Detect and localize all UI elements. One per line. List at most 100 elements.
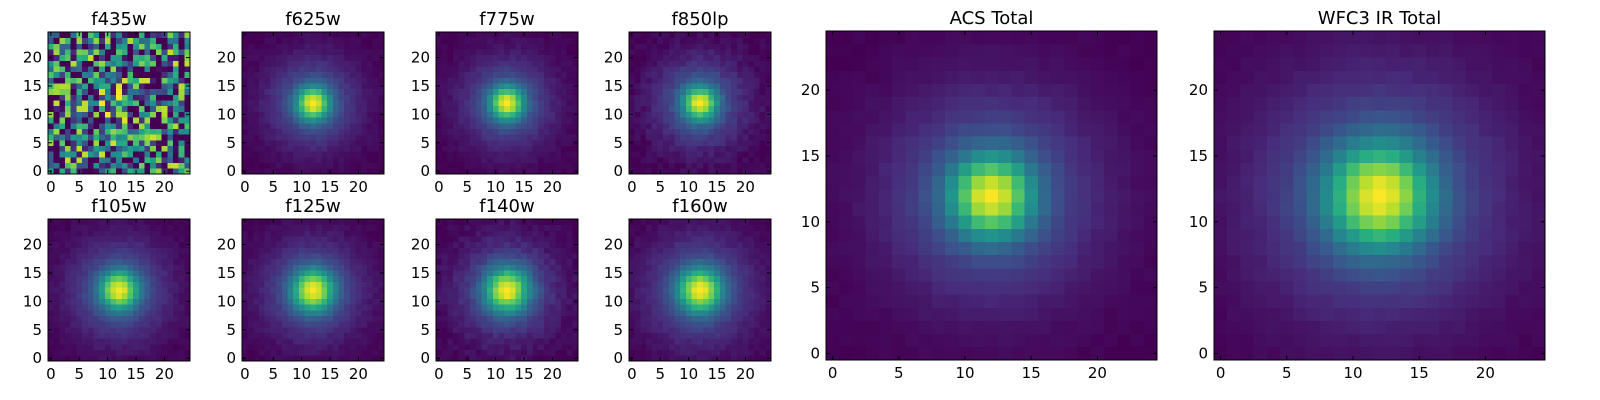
heatmap-cell	[321, 32, 328, 39]
heatmap-cell	[436, 224, 443, 231]
heatmap-cell	[298, 117, 305, 124]
heatmap-cell	[133, 275, 140, 282]
heatmap-cell	[453, 128, 460, 135]
heatmap-cell	[748, 326, 755, 333]
heatmap-cell	[361, 230, 368, 237]
heatmap-cell	[470, 43, 477, 50]
heatmap-cell	[138, 134, 145, 141]
heatmap-cell	[349, 83, 356, 90]
heatmap-cell	[82, 281, 89, 288]
heatmap-cell	[276, 145, 283, 152]
heatmap-cell	[702, 88, 709, 95]
heatmap-cell	[572, 94, 579, 101]
heatmap-cell	[549, 77, 556, 84]
heatmap-cell	[287, 156, 294, 164]
heatmap-cell	[436, 349, 443, 356]
heatmap-cell	[515, 349, 522, 356]
heatmap-cell	[566, 134, 573, 141]
heatmap-cell	[458, 117, 465, 124]
heatmap-cell	[765, 151, 772, 158]
heatmap-cell	[521, 134, 528, 141]
heatmap-cell	[247, 83, 254, 90]
heatmap-cell	[515, 343, 522, 351]
heatmap-cell	[355, 122, 362, 129]
heatmap-cell	[172, 281, 180, 288]
heatmap-cell	[515, 281, 522, 288]
heatmap-cell	[492, 270, 499, 277]
heatmap-cell	[93, 355, 100, 362]
heatmap-cell	[99, 100, 106, 107]
heatmap-cell	[110, 326, 117, 333]
heatmap-cell	[526, 88, 533, 95]
heatmap-cell	[82, 355, 89, 362]
heatmap-cell	[121, 326, 128, 333]
heatmap-cell	[327, 304, 334, 311]
heatmap-cell	[509, 275, 516, 282]
heatmap-cell	[714, 275, 721, 282]
heatmap-cell	[87, 304, 94, 311]
heatmap-cell	[366, 343, 374, 351]
heatmap-cell	[521, 60, 528, 67]
heatmap-cell	[719, 117, 726, 124]
heatmap-cell	[65, 332, 72, 339]
heatmap-cell	[150, 122, 157, 129]
x-tick-label: 0	[434, 178, 444, 196]
heatmap-cell	[150, 94, 157, 101]
heatmap-cell	[344, 230, 351, 237]
heatmap-cell	[242, 309, 249, 316]
heatmap-cell	[70, 270, 77, 277]
heatmap-cell	[685, 270, 692, 277]
heatmap-cell	[65, 168, 72, 175]
heatmap-cell	[155, 349, 162, 356]
heatmap-cell	[458, 49, 465, 56]
heatmap-cell	[549, 49, 556, 56]
heatmap-cell	[121, 111, 128, 118]
heatmap-cell	[59, 128, 66, 135]
heatmap-cell	[48, 60, 55, 67]
heatmap-cell	[543, 60, 550, 67]
heatmap-cell	[253, 66, 260, 73]
heatmap-cell	[464, 66, 471, 73]
heatmap-cell	[121, 122, 128, 129]
heatmap-cell	[48, 292, 55, 299]
heatmap-cell	[361, 43, 368, 50]
heatmap-cell	[714, 281, 721, 288]
heatmap-cell	[70, 236, 77, 243]
heatmap-cell	[167, 219, 174, 226]
heatmap-cell	[70, 343, 77, 351]
panel-title: f775w	[479, 9, 534, 30]
heatmap-cell	[184, 224, 191, 231]
heatmap-cell	[133, 309, 140, 316]
heatmap-cell	[327, 139, 334, 146]
heatmap-cell	[338, 117, 345, 124]
heatmap-cell	[492, 43, 499, 50]
heatmap-cell	[748, 139, 755, 146]
heatmap-cell	[742, 156, 749, 164]
heatmap-cell	[344, 321, 351, 328]
heatmap-cell	[155, 253, 162, 260]
x-tick-label: 20	[349, 365, 368, 383]
heatmap-cell	[458, 100, 465, 107]
heatmap-cell	[116, 122, 123, 129]
heatmap-cell	[138, 105, 145, 112]
heatmap-cell	[355, 230, 362, 237]
heatmap-cell	[259, 88, 266, 95]
heatmap-cell	[99, 332, 106, 339]
heatmap-cell	[116, 258, 123, 265]
heatmap-cell	[487, 32, 494, 39]
heatmap-cell	[646, 315, 653, 322]
heatmap-cell	[487, 168, 494, 175]
heatmap-cell	[538, 343, 545, 351]
heatmap-cell	[532, 66, 539, 73]
heatmap-cell	[436, 304, 443, 311]
heatmap-cell	[685, 338, 692, 345]
heatmap-cell	[543, 134, 550, 141]
heatmap-cell	[366, 332, 374, 339]
heatmap-cell	[753, 304, 761, 311]
heatmap-cell	[110, 264, 117, 271]
heatmap-cell	[366, 122, 374, 129]
heatmap-cell	[76, 287, 83, 294]
heatmap-cell	[640, 343, 647, 351]
heatmap-cell	[515, 224, 522, 231]
heatmap-cell	[59, 32, 66, 39]
